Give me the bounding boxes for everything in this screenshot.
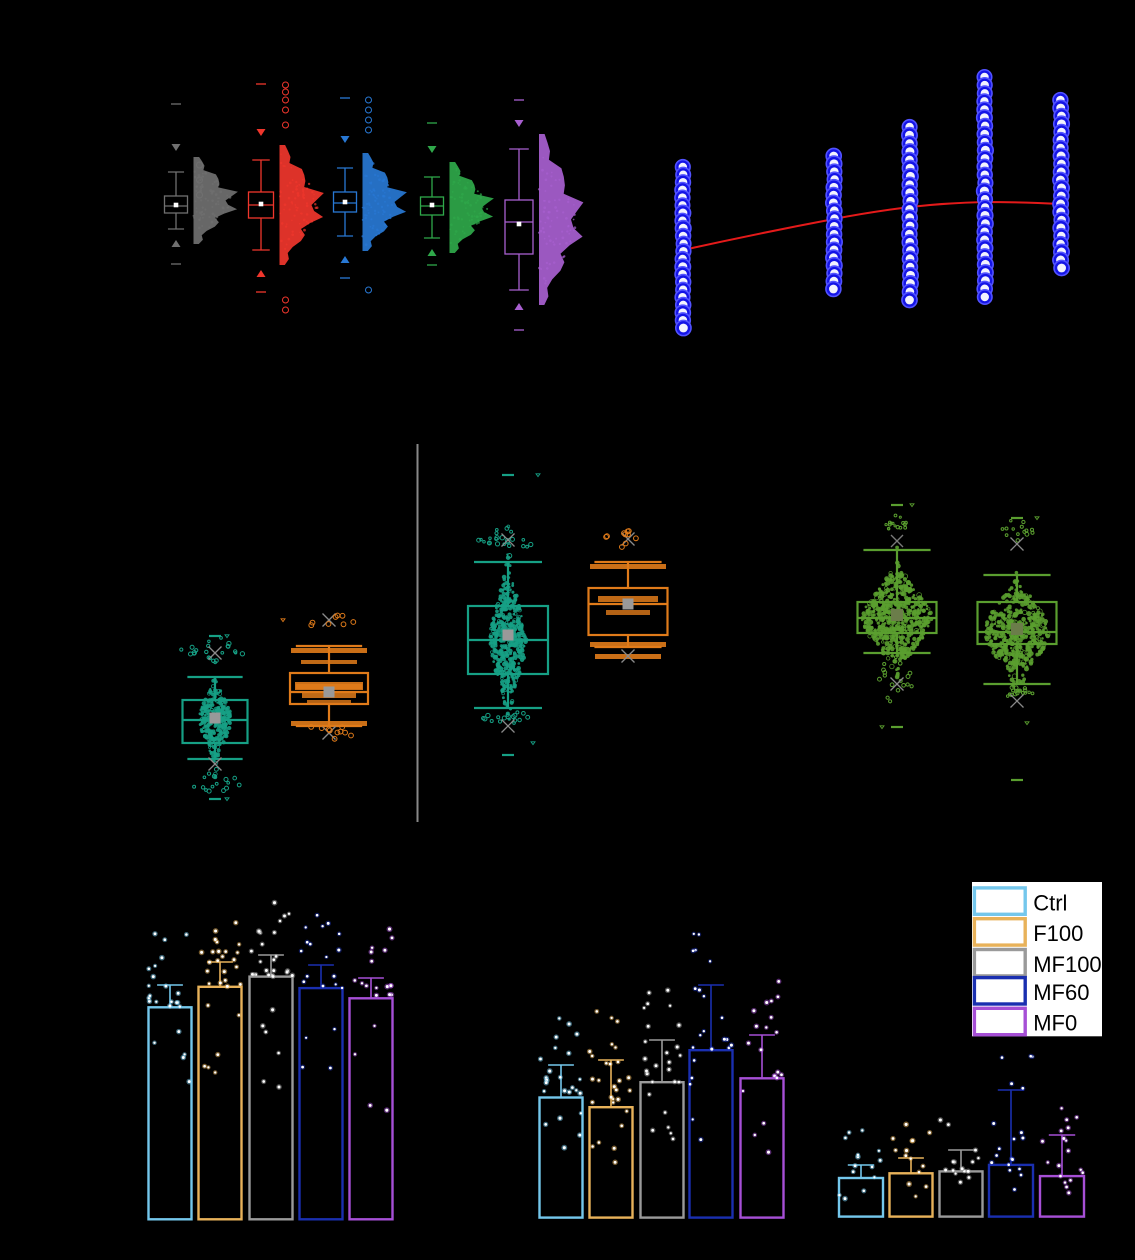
svg-text:MF100: MF100 [1033, 952, 1101, 977]
svg-text:MF0: MF0 [1033, 1011, 1077, 1036]
svg-text:Ctrl: Ctrl [1033, 890, 1067, 915]
svg-text:MF60: MF60 [1033, 980, 1089, 1005]
svg-text:F100: F100 [1033, 921, 1083, 946]
